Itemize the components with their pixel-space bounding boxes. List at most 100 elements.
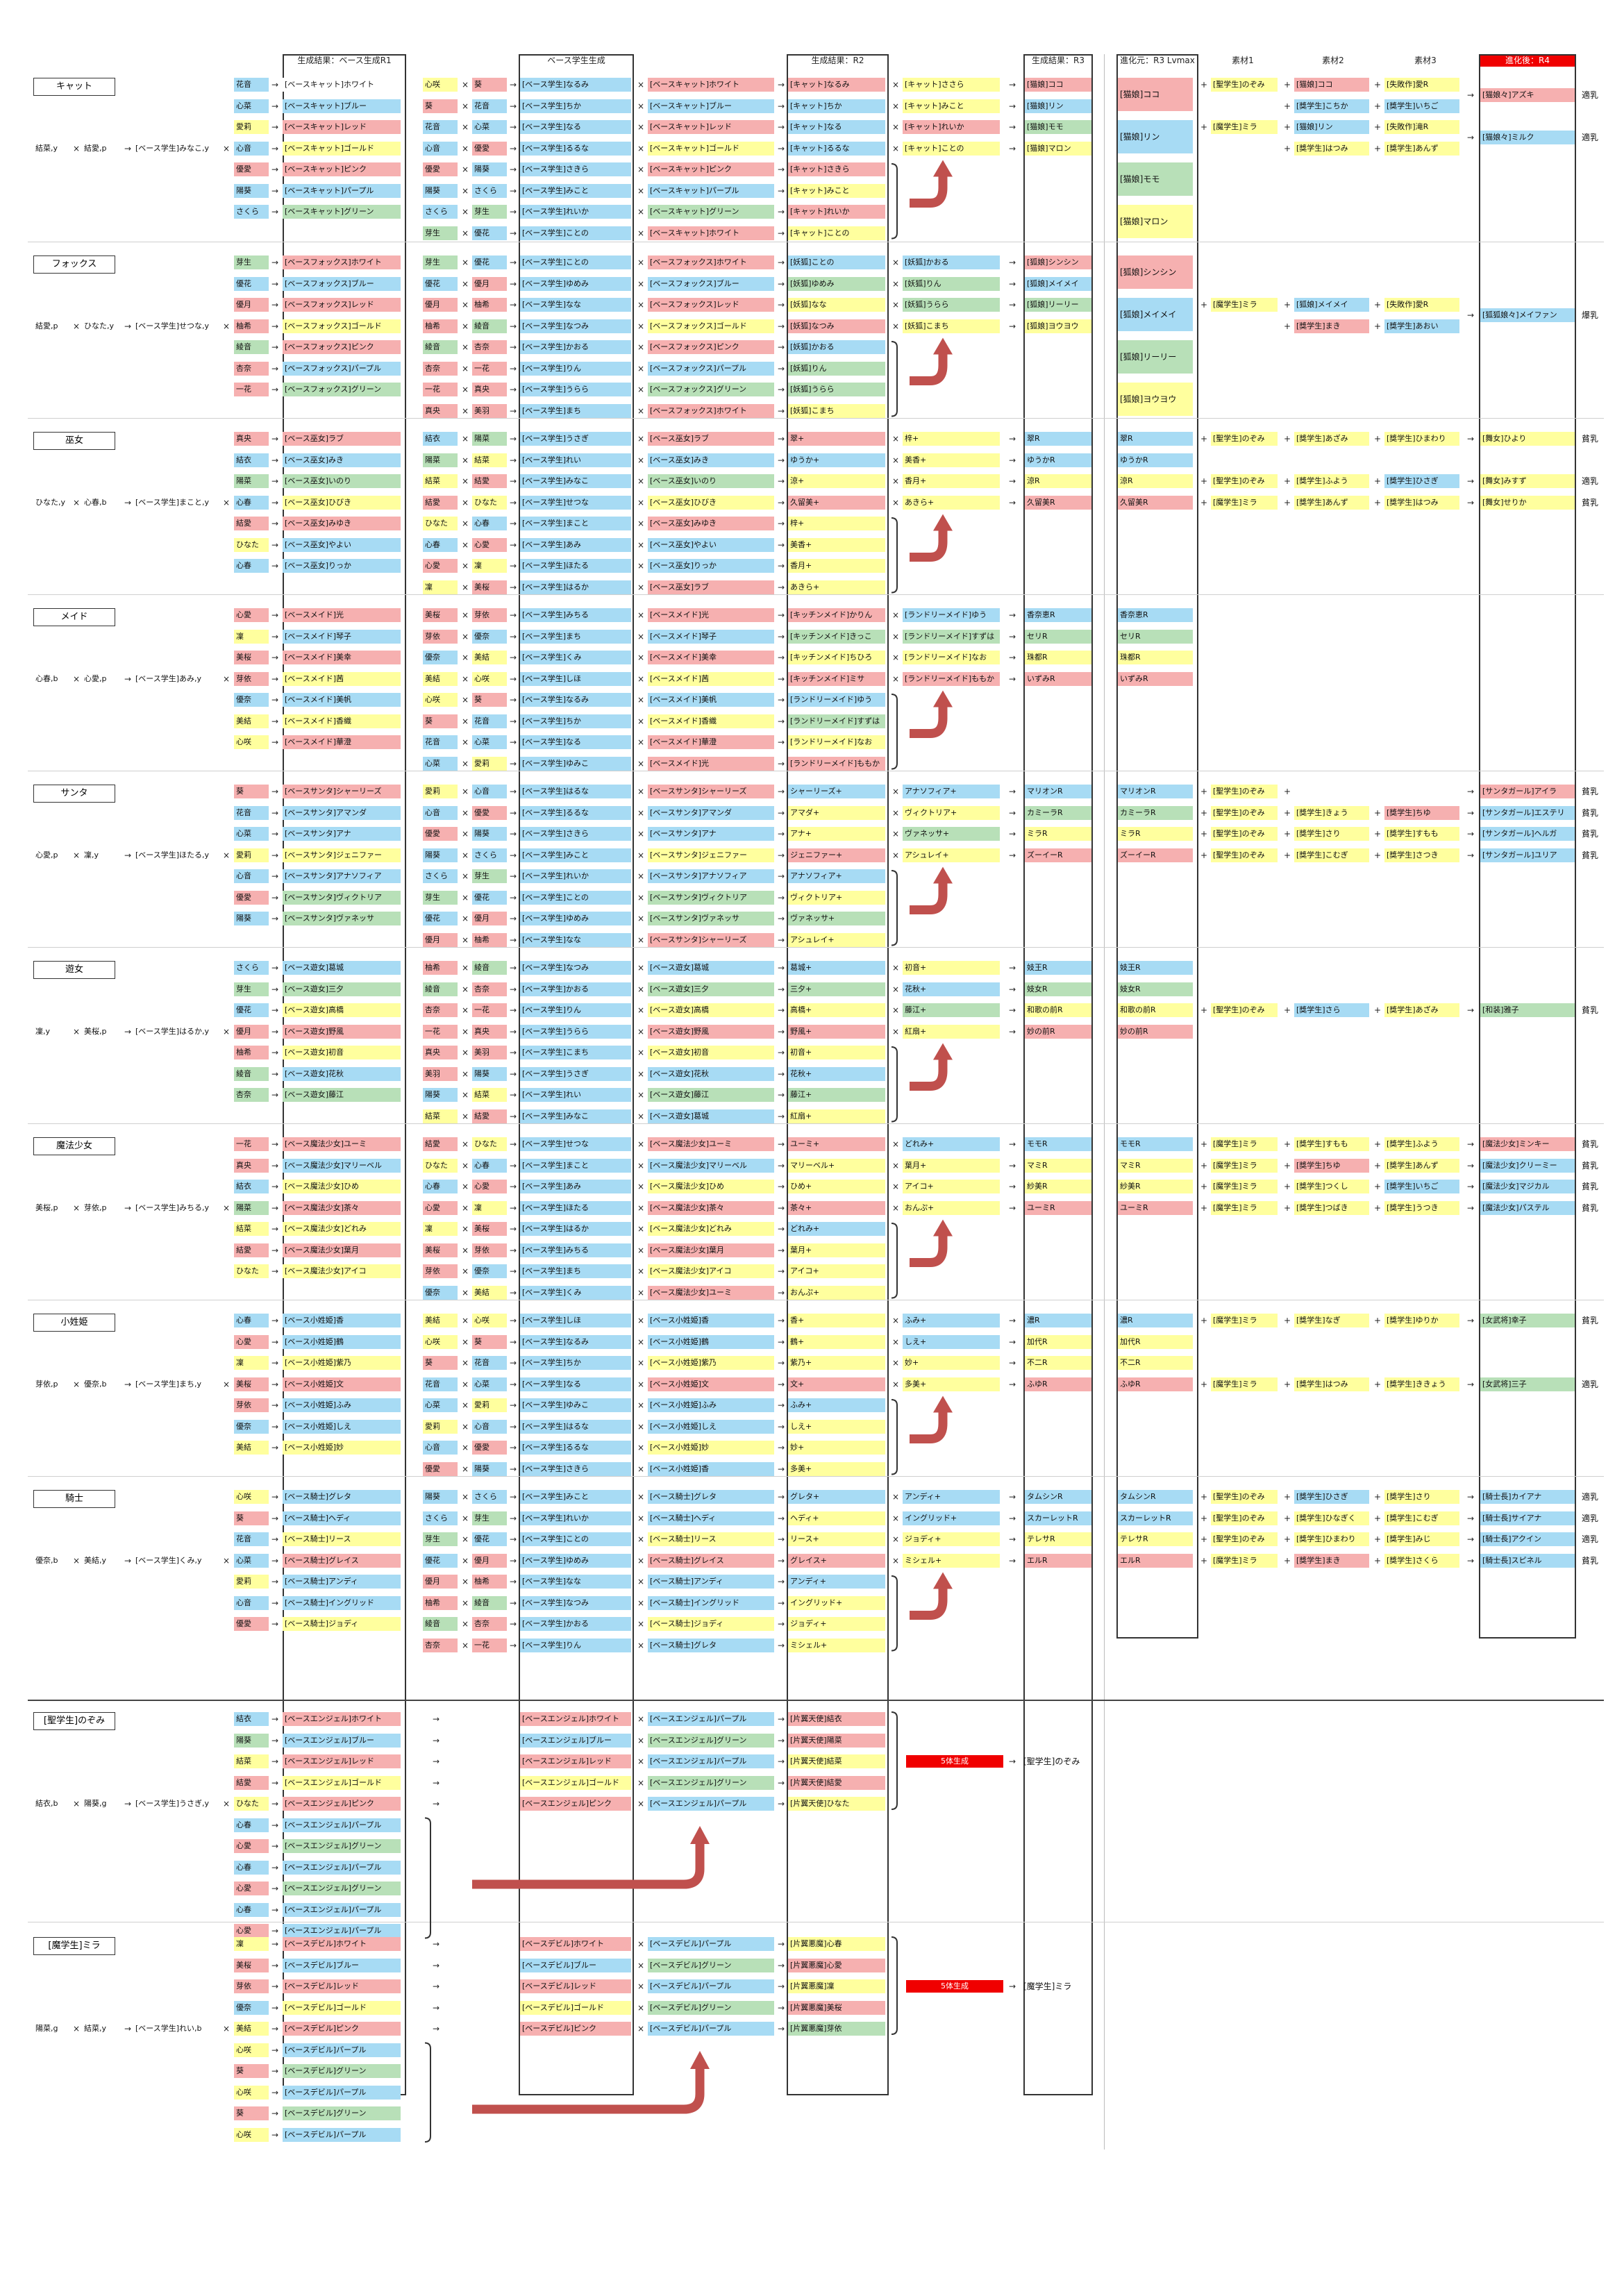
operator-symbol: → (509, 519, 517, 528)
operator-symbol: × (461, 582, 469, 592)
base-student: [ベース学生]みなこ (520, 1109, 631, 1123)
base-student: [ベース学生]さきら (520, 1461, 631, 1476)
base-student: [ベース学生]れいか (520, 1511, 631, 1525)
operator-symbol: × (461, 610, 469, 620)
operator-symbol: + (1200, 434, 1208, 444)
breed-material: 心咲 (234, 1490, 269, 1504)
r1-partner: [ベースキャット]グリーン (648, 205, 774, 219)
operator-symbol: → (509, 385, 517, 394)
operator-symbol: → (777, 758, 785, 769)
operator-symbol: × (461, 631, 469, 642)
operator-symbol: × (461, 207, 469, 217)
base-student: [ベース学生]うらら (520, 383, 631, 396)
operator-symbol: → (777, 1443, 785, 1452)
r2-partner: どれみ+ (903, 1137, 1000, 1151)
operator-symbol: → (271, 1400, 279, 1410)
operator-symbol: × (637, 1513, 645, 1523)
column-frame (1479, 54, 1576, 1639)
operator-symbol: → (777, 1090, 785, 1100)
operator-symbol: × (461, 695, 469, 705)
material-2: [獎学生]なぎ (1294, 1314, 1369, 1327)
operator-symbol: × (891, 300, 900, 310)
operator-symbol: → (777, 228, 785, 238)
operator-symbol: → (271, 892, 279, 903)
operator-symbol: × (222, 850, 231, 860)
material-2: [猫娘]リン (1294, 120, 1369, 134)
r1-partner: [ベースサンタ]アナソフィア (648, 869, 774, 883)
base-r1-result: [ベースデビル]パープル (283, 2043, 401, 2057)
material-1: [魔学生]ミラ (1211, 1377, 1278, 1391)
operator-symbol: + (1373, 497, 1382, 508)
r2-result: [キャット]ちか (788, 99, 885, 113)
operator-symbol: → (271, 1598, 279, 1608)
operator-symbol: + (1283, 122, 1291, 132)
r2-partner: ジョディ+ (903, 1532, 1000, 1546)
r1-partner: [ベースキャット]ゴールド (648, 141, 774, 156)
operator-symbol: × (461, 892, 469, 903)
operator-symbol: + (1200, 1492, 1208, 1502)
r2-result: おんぷ+ (788, 1285, 885, 1300)
r1-partner: [ベースキャット]ピンク (648, 162, 774, 176)
r1-partner: [ベース遊女]藤江 (648, 1088, 774, 1102)
r2-result: [片翼天使]ひなた (788, 1797, 885, 1811)
r2-result: [片翼悪魔]凜 (788, 1979, 885, 1993)
bust-note: 貧乳 (1582, 850, 1599, 860)
operator-symbol: → (1008, 1358, 1016, 1368)
r2-partner: ヴァネッサ+ (903, 827, 1000, 841)
operator-symbol: + (1283, 1492, 1291, 1502)
r3-result: マリオンR (1025, 785, 1091, 798)
breed-material: 綾音 (234, 340, 269, 354)
operator-symbol: × (637, 631, 645, 642)
breed-material: 優花 (234, 276, 269, 291)
operator-symbol: + (1373, 1316, 1382, 1325)
student-parent-a: 結菜 (423, 474, 458, 488)
base-r1-result: [ベース魔法少女]どれみ (283, 1222, 401, 1236)
r2-result: リース+ (788, 1532, 885, 1546)
r3-result: 妓女R (1025, 982, 1091, 996)
operator-symbol: → (509, 122, 517, 132)
student-parent-a: 美結 (423, 671, 458, 686)
r4-result: [騎士長]アクイン (1480, 1532, 1575, 1546)
operator-symbol: × (637, 519, 645, 528)
evolve-source: セリR (1118, 629, 1193, 644)
student-parent-a: 心菜 (423, 1398, 458, 1412)
base-student: [ベース学生]りん (520, 361, 631, 376)
operator-symbol: × (461, 1619, 469, 1629)
operator-symbol: + (1200, 787, 1208, 796)
operator-symbol: → (777, 1960, 785, 1970)
operator-symbol: × (461, 561, 469, 571)
student-parent-a: 芽生 (423, 226, 458, 240)
parent-student: [ベース学生]みなこ,y (135, 143, 210, 153)
breed-material: 芽生 (234, 255, 269, 269)
operator-symbol: → (271, 1358, 279, 1368)
bust-note: 貧乳 (1582, 434, 1599, 444)
operator-symbol: + (1283, 101, 1291, 111)
parent-a: 結菜,y (35, 143, 58, 153)
section-title: 遊女 (33, 961, 115, 979)
base-student: [ベース学生]なる (520, 1377, 631, 1391)
material-1: [魔学生]ミラ (1211, 1553, 1278, 1568)
base-r1-result: [ベースデビル]ブルー (283, 1958, 401, 1972)
operator-symbol: + (1373, 1005, 1382, 1015)
base-student: [ベース学生]ゆみこ (520, 756, 631, 771)
operator-symbol: × (72, 673, 81, 684)
operator-symbol: + (1200, 1379, 1208, 1389)
operator-symbol: + (1283, 1534, 1291, 1544)
material-2: [獎学生]あんず (1294, 495, 1369, 510)
material-2: [獎学生]ひまわり (1294, 1532, 1369, 1546)
operator-symbol: × (891, 1534, 900, 1544)
r3-result: 妙の前R (1025, 1024, 1091, 1039)
operator-symbol: × (891, 631, 900, 642)
r1-partner: [ベース魔法少女]ひめ (648, 1180, 774, 1193)
student-parent-a: 心音 (423, 141, 458, 156)
student-parent-a: 芽依 (423, 629, 458, 644)
breed-material: 心音 (234, 1595, 269, 1610)
operator-symbol: × (637, 1577, 645, 1586)
operator-symbol: → (777, 1619, 785, 1629)
base-student: [ベース学生]ことの (520, 255, 631, 269)
operator-symbol: × (891, 829, 900, 839)
material-3: [獎学生]こむぎ (1384, 1511, 1459, 1525)
r2-result: [キッチンメイド]かりん (788, 608, 885, 622)
student-parent-a: 優花 (423, 912, 458, 925)
base-student: [ベース学生]くみ (520, 651, 631, 664)
